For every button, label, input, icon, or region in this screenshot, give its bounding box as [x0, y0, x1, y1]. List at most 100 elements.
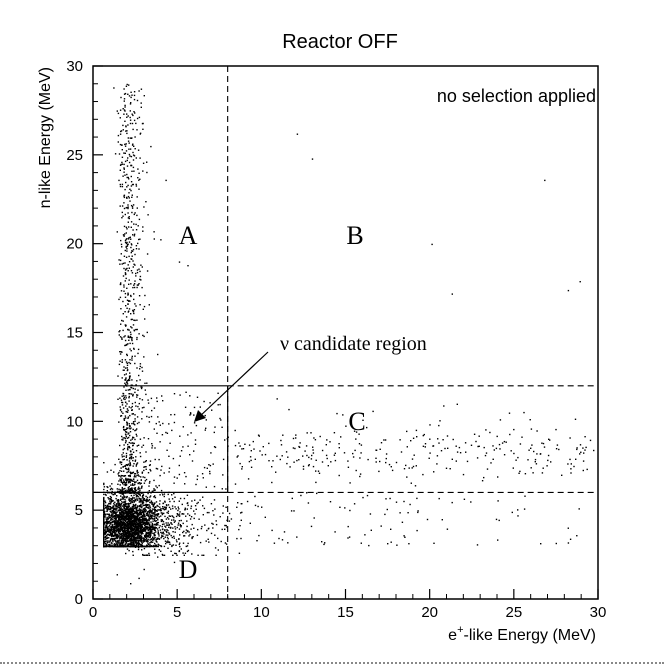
cluster-point — [208, 511, 210, 514]
cluster-point — [238, 442, 240, 444]
cluster-point — [104, 514, 107, 516]
cluster-point — [167, 504, 170, 506]
cluster-point — [187, 549, 190, 552]
cluster-point — [115, 521, 117, 523]
cluster-point — [124, 442, 127, 444]
cluster-point — [138, 408, 140, 410]
cluster-point — [385, 457, 387, 460]
cluster-point — [127, 389, 129, 391]
cluster-point — [128, 329, 130, 331]
cluster-point — [130, 189, 132, 192]
cluster-point — [238, 528, 240, 531]
cluster-point — [148, 527, 150, 529]
cluster-point — [241, 466, 243, 468]
cluster-point — [183, 554, 185, 556]
cluster-point — [131, 339, 133, 342]
cluster-point — [111, 483, 113, 485]
cluster-point — [134, 519, 137, 521]
cluster-point — [141, 541, 143, 544]
cluster-point — [136, 523, 138, 526]
cluster-point — [132, 513, 134, 515]
cluster-point — [126, 196, 128, 199]
cluster-point — [121, 488, 123, 490]
cluster-point — [178, 508, 180, 510]
cluster-point — [120, 243, 123, 246]
cluster-point — [138, 402, 140, 405]
cluster-point — [131, 405, 133, 408]
cluster-point — [134, 525, 136, 528]
cluster-point — [172, 527, 174, 529]
cluster-point — [124, 272, 127, 274]
cluster-point — [123, 521, 126, 524]
cluster-point — [127, 335, 129, 337]
cluster-point — [143, 528, 146, 530]
cluster-point — [118, 539, 121, 541]
cluster-point — [139, 535, 141, 537]
cluster-point — [463, 498, 466, 500]
cluster-point — [132, 497, 134, 499]
cluster-point — [115, 541, 117, 543]
cluster-point — [312, 465, 315, 468]
cluster-point — [133, 528, 136, 531]
y-tick-label: 30 — [66, 58, 83, 75]
cluster-point — [205, 486, 207, 488]
cluster-point — [124, 324, 126, 326]
cluster-point — [128, 535, 130, 537]
cluster-point — [112, 509, 115, 511]
cluster-point — [125, 226, 128, 228]
cluster-point — [112, 518, 114, 521]
cluster-point — [180, 548, 182, 550]
cluster-point — [143, 507, 145, 510]
cluster-point — [195, 508, 197, 510]
cluster-point — [117, 398, 119, 400]
cluster-point — [121, 144, 123, 146]
cluster-point — [149, 480, 151, 483]
cluster-point — [155, 544, 157, 546]
cluster-point — [140, 537, 142, 539]
cluster-point — [276, 455, 278, 457]
cluster-point — [140, 503, 142, 506]
cluster-point — [138, 482, 141, 484]
cluster-point — [123, 369, 125, 371]
cluster-point — [189, 395, 191, 397]
cluster-point — [135, 245, 138, 247]
cluster-point — [379, 460, 381, 463]
cluster-point — [143, 522, 146, 524]
cluster-point — [129, 376, 131, 379]
cluster-point — [162, 506, 164, 508]
cluster-point — [123, 535, 125, 537]
cluster-point — [118, 545, 120, 548]
data-point — [150, 145, 152, 148]
cluster-point — [112, 517, 114, 519]
cluster-point — [140, 533, 143, 535]
cluster-point — [138, 493, 140, 496]
cluster-point — [122, 393, 125, 395]
cluster-point — [121, 538, 124, 541]
cluster-point — [123, 235, 125, 237]
cluster-point — [171, 498, 174, 500]
cluster-point — [313, 437, 315, 439]
cluster-point — [115, 531, 117, 533]
cluster-point — [120, 505, 122, 507]
cluster-point — [123, 255, 126, 257]
cluster-point — [410, 440, 412, 442]
cluster-point — [124, 511, 126, 513]
cluster-point — [120, 467, 122, 469]
cluster-point — [221, 488, 223, 490]
cluster-point — [116, 534, 119, 536]
cluster-point — [133, 501, 135, 503]
cluster-point — [140, 519, 142, 521]
cluster-point — [241, 511, 243, 514]
cluster-point — [145, 466, 147, 468]
cluster-point — [147, 214, 149, 216]
cluster-point — [248, 460, 251, 463]
cluster-point — [142, 530, 144, 532]
cluster-point — [161, 395, 163, 397]
cluster-point — [505, 441, 507, 443]
cluster-point — [570, 463, 572, 465]
cluster-point — [517, 509, 519, 511]
cluster-point — [134, 523, 136, 526]
cluster-point — [130, 407, 132, 409]
cluster-point — [214, 534, 216, 536]
cluster-point — [140, 506, 142, 509]
